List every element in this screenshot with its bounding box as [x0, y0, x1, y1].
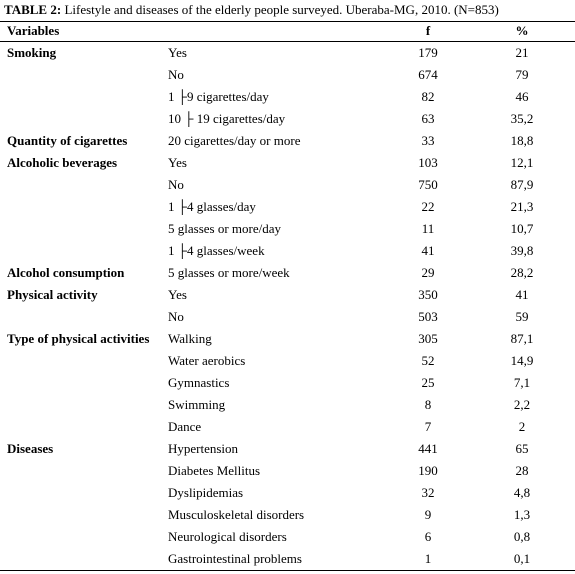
caption: TABLE 2: Lifestyle and diseases of the e…	[4, 2, 499, 18]
header: %	[515, 23, 529, 38]
percent: 18,8	[510, 133, 534, 148]
caption-text: Lifestyle and diseases of the elderly pe…	[64, 2, 499, 17]
category: 10 ├ 19 cigarettes/day	[168, 111, 286, 126]
header: Variables	[7, 23, 60, 38]
percent: 39,8	[510, 243, 534, 258]
category: Dance	[168, 419, 202, 434]
category: Hypertension	[168, 441, 239, 456]
frequency: 103	[418, 155, 438, 170]
frequency: 25	[421, 375, 435, 390]
header: f	[425, 23, 431, 38]
category: Musculoskeletal disorders	[168, 507, 305, 522]
percent: 4,8	[513, 485, 531, 500]
category: 5 glasses or more/week	[168, 265, 290, 280]
category: 1 ├9 cigarettes/day	[168, 89, 269, 104]
frequency: 750	[418, 177, 438, 192]
percent: 59	[515, 309, 529, 324]
category: Diabetes Mellitus	[168, 463, 261, 478]
percent: 12,1	[510, 155, 534, 170]
percent: 28	[515, 463, 529, 478]
variable: Quantity of cigarettes	[7, 133, 128, 148]
frequency: 305	[418, 331, 438, 346]
percent: 21,3	[510, 199, 534, 214]
frequency: 22	[421, 199, 435, 214]
category: Gastrointestinal problems	[168, 551, 302, 566]
variable: Diseases	[7, 441, 54, 456]
percent: 41	[515, 287, 529, 302]
category: Gymnastics	[168, 375, 230, 390]
category: No	[168, 67, 184, 82]
frequency: 82	[421, 89, 435, 104]
category: 1 ├4 glasses/week	[168, 243, 265, 258]
frequency: 29	[421, 265, 435, 280]
variable: Type of physical activities	[7, 331, 150, 346]
percent: 87,1	[510, 331, 534, 346]
category: 5 glasses or more/day	[168, 221, 282, 236]
frequency: 52	[421, 353, 435, 368]
percent: 7,1	[513, 375, 531, 390]
frequency: 503	[418, 309, 438, 324]
category: Water aerobics	[168, 353, 246, 368]
percent: 46	[515, 89, 529, 104]
variable: Physical activity	[7, 287, 98, 302]
percent: 10,7	[510, 221, 534, 236]
frequency: 33	[421, 133, 435, 148]
category: Dyslipidemias	[168, 485, 244, 500]
rule	[0, 21, 575, 22]
percent: 2	[518, 419, 526, 434]
percent: 21	[515, 45, 529, 60]
category: No	[168, 177, 184, 192]
frequency: 179	[418, 45, 438, 60]
frequency: 674	[418, 67, 438, 82]
frequency: 190	[418, 463, 438, 478]
frequency: 11	[421, 221, 435, 236]
category: Neurological disorders	[168, 529, 287, 544]
percent: 0,1	[513, 551, 531, 566]
rule	[0, 41, 575, 42]
percent: 35,2	[510, 111, 534, 126]
frequency: 63	[421, 111, 435, 126]
percent: 0,8	[513, 529, 531, 544]
category: 20 cigarettes/day or more	[168, 133, 301, 148]
frequency: 32	[421, 485, 435, 500]
category: Yes	[168, 45, 187, 60]
frequency: 6	[424, 529, 432, 544]
percent: 28,2	[510, 265, 534, 280]
variable: Alcohol consumption	[7, 265, 125, 280]
percent: 1,3	[513, 507, 531, 522]
caption-label: TABLE 2:	[4, 2, 62, 17]
variable: Smoking	[7, 45, 57, 60]
category: No	[168, 309, 184, 324]
category: Yes	[168, 287, 187, 302]
percent: 79	[515, 67, 529, 82]
rule	[0, 570, 575, 571]
frequency: 350	[418, 287, 438, 302]
percent: 65	[515, 441, 529, 456]
percent: 14,9	[510, 353, 534, 368]
frequency: 9	[424, 507, 432, 522]
frequency: 1	[424, 551, 432, 566]
frequency: 7	[424, 419, 432, 434]
category: Walking	[168, 331, 212, 346]
category: Yes	[168, 155, 187, 170]
frequency: 41	[421, 243, 435, 258]
percent: 87,9	[510, 177, 534, 192]
percent: 2,2	[513, 397, 531, 412]
frequency: 8	[424, 397, 432, 412]
category: Swimming	[168, 397, 226, 412]
variable: Alcoholic beverages	[7, 155, 118, 170]
category: 1 ├4 glasses/day	[168, 199, 256, 214]
frequency: 441	[418, 441, 438, 456]
